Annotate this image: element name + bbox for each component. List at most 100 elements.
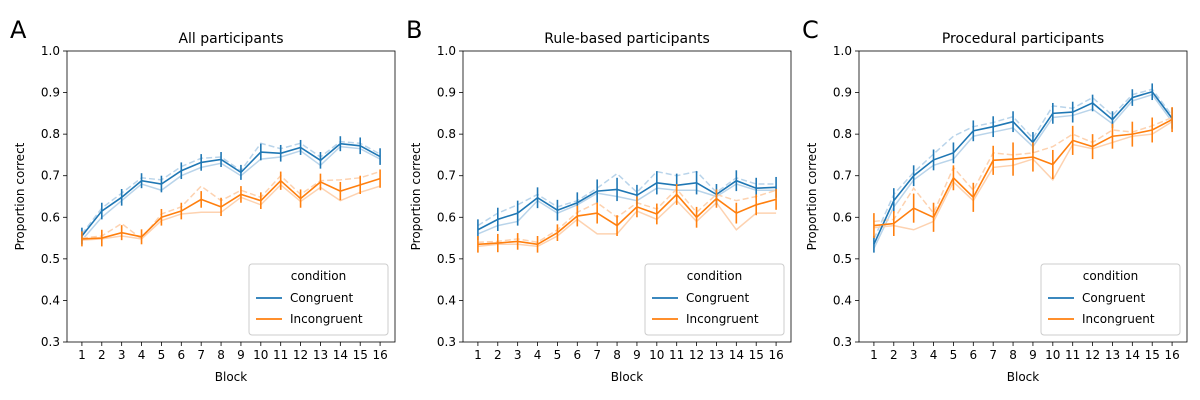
x-tick-label: 1 xyxy=(474,348,482,362)
legend-label-congruent: Congruent xyxy=(290,291,353,305)
legend-label-incongruent: Incongruent xyxy=(1082,312,1155,326)
legend: condition Congruent Incongruent xyxy=(644,263,785,336)
y-axis-label: Proportion correct xyxy=(409,142,423,250)
x-tick-label: 11 xyxy=(669,348,684,362)
x-tick-label: 12 xyxy=(1085,348,1100,362)
x-tick-label: 4 xyxy=(534,348,542,362)
x-tick-label: 12 xyxy=(293,348,308,362)
series-line-congruent xyxy=(873,90,1173,245)
series-line-incongruent xyxy=(81,177,381,240)
legend-title: condition xyxy=(687,269,742,283)
legend-label-congruent: Congruent xyxy=(1082,291,1145,305)
x-tick-label: 15 xyxy=(749,348,764,362)
x-tick-label: 5 xyxy=(554,348,562,362)
panel-letter: B xyxy=(406,16,422,44)
x-tick-label: 3 xyxy=(514,348,522,362)
legend-label-incongruent: Incongruent xyxy=(290,312,363,326)
series-faint-line-dashed xyxy=(81,170,381,240)
legend-box xyxy=(1040,263,1181,336)
y-tick-label: 0.6 xyxy=(833,210,852,224)
series-faint-line-dashed xyxy=(873,116,1173,223)
series-faint-line-dashed xyxy=(81,140,381,235)
y-tick-label: 0.5 xyxy=(41,252,60,266)
x-tick-label: 16 xyxy=(372,348,387,362)
y-axis-label: Proportion correct xyxy=(13,142,27,250)
x-tick-label: 16 xyxy=(1164,348,1179,362)
x-tick-label: 11 xyxy=(1065,348,1080,362)
plot-frame xyxy=(66,50,396,343)
y-tick-label: 0.3 xyxy=(437,335,456,349)
x-tick-label: 10 xyxy=(649,348,664,362)
chart-panel-b: B Rule-based participants 0.3 0.4 0.5 0.6 0.7 0… xyxy=(406,16,792,384)
plot-area xyxy=(477,170,777,253)
x-tick-label: 3 xyxy=(910,348,918,362)
y-tick-label: 0.7 xyxy=(437,169,456,183)
x-tick-label: 13 xyxy=(313,348,328,362)
series-line-incongruent xyxy=(873,118,1173,227)
x-tick-label: 10 xyxy=(253,348,268,362)
series-faint-line xyxy=(477,183,777,235)
panel-letter: A xyxy=(10,16,27,44)
y-tick-label: 1.0 xyxy=(437,44,456,58)
legend-box xyxy=(248,263,389,336)
x-tick-label: 5 xyxy=(158,348,166,362)
chart-panel-a: A All participants 0.3 0.4 0.5 0.6 0.7 0.8 0.9 1.… xyxy=(10,16,396,384)
x-tick-label: 14 xyxy=(1125,348,1140,362)
legend: condition Congruent Incongruent xyxy=(1040,263,1181,336)
y-tick-label: 0.9 xyxy=(833,86,852,100)
x-tick-label: 2 xyxy=(98,348,106,362)
x-tick-label: 9 xyxy=(633,348,641,362)
chart-panel-c: C Procedural participants 0.3 0.4 0.5 0.6 0.7 0… xyxy=(802,16,1188,384)
y-tick-label: 0.8 xyxy=(437,127,456,141)
series-line-congruent xyxy=(81,142,381,237)
x-tick-label: 13 xyxy=(1105,348,1120,362)
series-line-incongruent xyxy=(477,193,777,246)
y-tick-label: 0.3 xyxy=(41,335,60,349)
x-tick-label: 2 xyxy=(890,348,898,362)
legend: condition Congruent Incongruent xyxy=(248,263,389,336)
x-tick-label: 1 xyxy=(78,348,86,362)
plot-area xyxy=(81,136,381,247)
x-axis-label: Block xyxy=(215,370,248,384)
y-tick-label: 0.9 xyxy=(41,86,60,100)
y-tick-label: 0.3 xyxy=(833,335,852,349)
x-tick-label: 8 xyxy=(1009,348,1017,362)
x-tick-label: 6 xyxy=(969,348,977,362)
legend-box xyxy=(644,263,785,336)
legend-title: condition xyxy=(291,269,346,283)
x-tick-label: 3 xyxy=(118,348,126,362)
y-tick-label: 0.6 xyxy=(41,210,60,224)
x-tick-label: 11 xyxy=(273,348,288,362)
series-faint-line-dashed xyxy=(477,187,777,244)
y-tick-label: 0.6 xyxy=(437,210,456,224)
chart-title: Procedural participants xyxy=(942,31,1104,47)
x-tick-label: 13 xyxy=(709,348,724,362)
series-faint-line xyxy=(81,145,381,241)
x-tick-label: 8 xyxy=(217,348,225,362)
legend-title: condition xyxy=(1083,269,1138,283)
plot-frame xyxy=(462,50,792,343)
y-tick-label: 0.4 xyxy=(833,293,852,307)
x-tick-label: 14 xyxy=(333,348,348,362)
series-faint-line xyxy=(873,93,1173,249)
x-tick-label: 7 xyxy=(593,348,601,362)
y-axis-label: Proportion correct xyxy=(805,142,819,250)
y-tick-label: 1.0 xyxy=(41,44,60,58)
plot-frame xyxy=(858,50,1188,343)
x-tick-label: 15 xyxy=(353,348,368,362)
x-tick-label: 1 xyxy=(870,348,878,362)
y-tick-label: 0.5 xyxy=(437,252,456,266)
x-tick-label: 7 xyxy=(989,348,997,362)
x-axis-label: Block xyxy=(611,370,644,384)
x-axis-label: Block xyxy=(1007,370,1040,384)
series-faint-line-dashed xyxy=(873,88,1173,240)
chart-title: All participants xyxy=(178,31,283,47)
x-tick-label: 15 xyxy=(1145,348,1160,362)
x-tick-label: 9 xyxy=(237,348,245,362)
y-tick-label: 0.8 xyxy=(833,127,852,141)
x-tick-label: 6 xyxy=(573,348,581,362)
x-tick-label: 5 xyxy=(950,348,958,362)
panel-letter: C xyxy=(802,16,819,44)
series-faint-line xyxy=(81,183,381,241)
